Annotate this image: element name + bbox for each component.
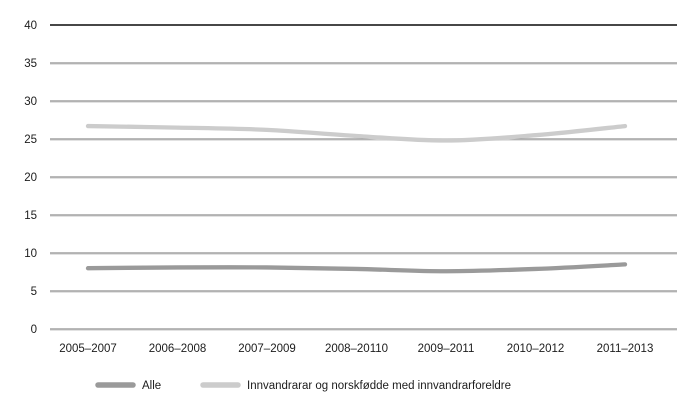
y-axis-labels: 0 5 10 15 20 25 30 35 40: [24, 20, 37, 336]
x-tick-label: 2008–20110: [325, 343, 388, 355]
y-tick-label: 10: [24, 248, 37, 260]
y-tick-label: 40: [24, 20, 37, 32]
x-tick-label: 2007–2009: [238, 343, 296, 355]
x-tick-label: 2009–2011: [418, 343, 475, 355]
chart-legend: Alle Innvandrarar og norskfødde med innv…: [95, 380, 511, 392]
y-tick-label: 20: [24, 172, 37, 184]
x-tick-label: 2010–2012: [507, 343, 565, 355]
x-tick-label: 2005–2007: [59, 343, 117, 355]
x-tick-label: 2006–2008: [149, 343, 207, 355]
y-tick-label: 25: [24, 134, 37, 146]
x-axis-labels: 2005–2007 2006–2008 2007–2009 2008–20110 200…: [59, 343, 653, 355]
series-lines: [85, 123, 628, 274]
legend-label-innvandrarar: Innvandrarar og norskfødde med innvandra…: [247, 380, 511, 392]
y-tick-label: 15: [24, 210, 37, 222]
y-tick-label: 30: [24, 96, 37, 108]
y-tick-label: 35: [24, 58, 37, 70]
y-tick-label: 5: [31, 286, 37, 298]
legend-label-alle: Alle: [142, 380, 161, 392]
series-line-alle: [85, 262, 628, 274]
gridlines: [50, 24, 677, 331]
series-line-innvandrarar: [85, 123, 628, 143]
y-tick-label: 0: [31, 324, 37, 336]
x-tick-label: 2011–2013: [597, 343, 654, 355]
